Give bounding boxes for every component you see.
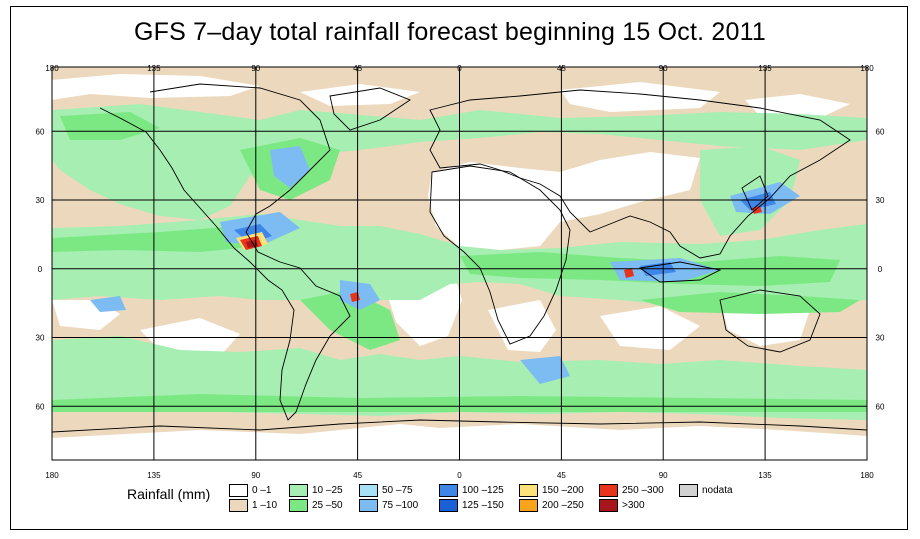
lon-tick-label: 0 [457,64,462,73]
lon-tick-label: 90 [251,471,260,480]
legend-label: 100 –125 [462,485,504,496]
legend-label: 125 –150 [462,500,504,511]
legend-label: 25 –50 [312,500,343,511]
legend-label: 10 –25 [312,485,343,496]
legend-label: 50 –75 [382,485,413,496]
legend-label: 0 –1 [252,485,272,496]
lon-ticks-top: 180 135 90 45 0 45 90 135 180 [45,64,874,73]
legend-swatch [519,484,538,497]
lon-tick-label: 45 [557,471,566,480]
lon-tick-label: 180 [860,471,874,480]
legend-swatch [229,484,248,497]
lon-tick-label: 0 [457,471,462,480]
lat-tick-label: 0 [878,265,883,274]
coastlines [52,83,867,433]
lat-ticks-right: 60 30 0 30 60 [876,127,885,411]
legend-swatch [519,499,538,512]
lat-tick-label: 30 [36,334,45,343]
lon-tick-label: 180 [45,64,59,73]
lon-tick-label: 180 [45,471,59,480]
legend-swatch [439,484,458,497]
lon-tick-label: 135 [147,471,161,480]
lon-tick-label: 135 [758,471,772,480]
lat-tick-label: 60 [36,402,45,411]
figure-frame [10,6,908,530]
legend-swatch [289,499,308,512]
lat-tick-label: 60 [36,127,45,136]
legend-swatch [229,499,248,512]
legend-label: 75 –100 [382,500,419,511]
lon-tick-label: 45 [557,64,566,73]
legend-swatch [359,499,378,512]
legend-label: >300 [622,500,645,511]
legend-label: nodata [702,485,733,496]
lon-tick-label: 90 [251,64,260,73]
legend-title: Rainfall (mm) [127,486,211,502]
legend-swatch [599,499,618,512]
lon-tick-label: 45 [353,64,362,73]
legend-swatch [289,484,308,497]
legend-label: 1 –10 [252,500,278,511]
lat-tick-label: 30 [876,334,885,343]
lon-ticks-bottom: 180 135 90 45 0 45 90 135 180 [45,471,874,480]
legend-swatch [359,484,378,497]
legend-swatch [439,499,458,512]
lat-tick-label: 60 [876,127,885,136]
lat-tick-label: 30 [876,196,885,205]
lon-tick-label: 180 [860,64,874,73]
lat-tick-label: 60 [876,402,885,411]
legend-label: 250 –300 [622,485,664,496]
lon-tick-label: 45 [353,471,362,480]
lon-tick-label: 90 [659,64,668,73]
legend-label: 150 –200 [542,485,584,496]
legend-swatch [599,484,618,497]
lon-tick-label: 135 [147,64,161,73]
lon-tick-label: 135 [758,64,772,73]
lat-tick-label: 30 [36,196,45,205]
lat-tick-label: 0 [38,265,43,274]
lat-ticks-left: 60 30 0 30 60 [36,127,45,411]
legend-swatch [679,484,698,497]
map-title: GFS 7–day total rainfall forecast beginn… [134,18,766,46]
lon-tick-label: 90 [659,471,668,480]
legend-label: 200 –250 [542,500,584,511]
